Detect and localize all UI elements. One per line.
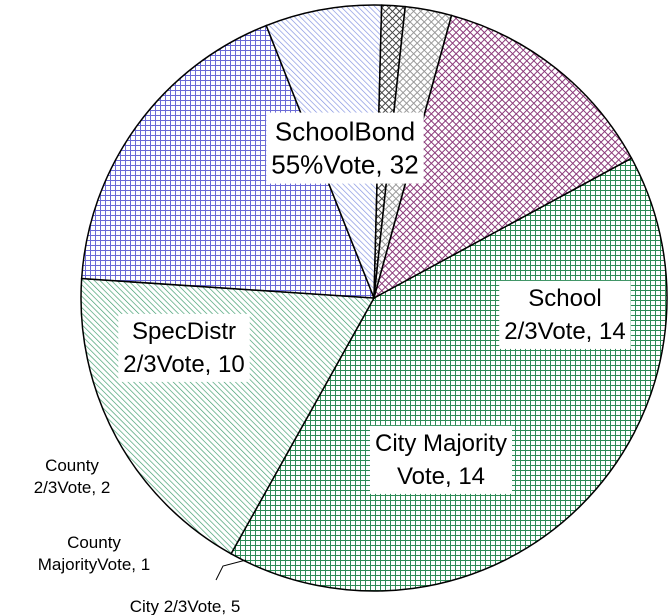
- slice-label: County 2/3Vote, 2: [34, 456, 111, 497]
- slice-label-line: County: [45, 456, 99, 475]
- label-background: [266, 112, 424, 184]
- slice-label-line: City 2/3Vote, 5: [130, 597, 241, 615]
- pie-slice: [230, 157, 668, 592]
- slice-label-line: 2/3Vote, 14: [504, 318, 625, 345]
- label-background: [118, 313, 250, 382]
- slice-label: SpecDistr 2/3Vote, 10: [118, 313, 250, 382]
- slice-label-line: MajorityVote, 1: [38, 555, 150, 574]
- slice-label-line: 2/3Vote, 2: [34, 478, 111, 497]
- slice-label: City Majority Vote, 14: [369, 425, 513, 494]
- leader-line: [215, 559, 247, 581]
- slice-label-line: School: [528, 285, 601, 312]
- slice-label-line: 2/3Vote, 10: [123, 351, 244, 378]
- label-background: [499, 280, 631, 349]
- slice-label-line: 55%Vote, 32: [271, 150, 418, 180]
- pie-slice: [372, 14, 633, 300]
- label-background: [369, 425, 513, 494]
- slice-label-line: SpecDistr: [132, 318, 236, 345]
- slice-label-line: Vote, 14: [397, 463, 485, 490]
- slice-label: County MajorityVote, 1: [38, 533, 150, 574]
- slice-label-line: SchoolBond: [275, 117, 415, 147]
- pie-slices: [80, 4, 668, 592]
- slice-label: City 2/3Vote, 5: [130, 559, 247, 615]
- slice-label: School 2/3Vote, 14: [499, 280, 631, 349]
- pie-slice: [80, 24, 376, 299]
- slice-label-line: County: [67, 533, 121, 552]
- slice-label-line: City Majority: [375, 430, 507, 457]
